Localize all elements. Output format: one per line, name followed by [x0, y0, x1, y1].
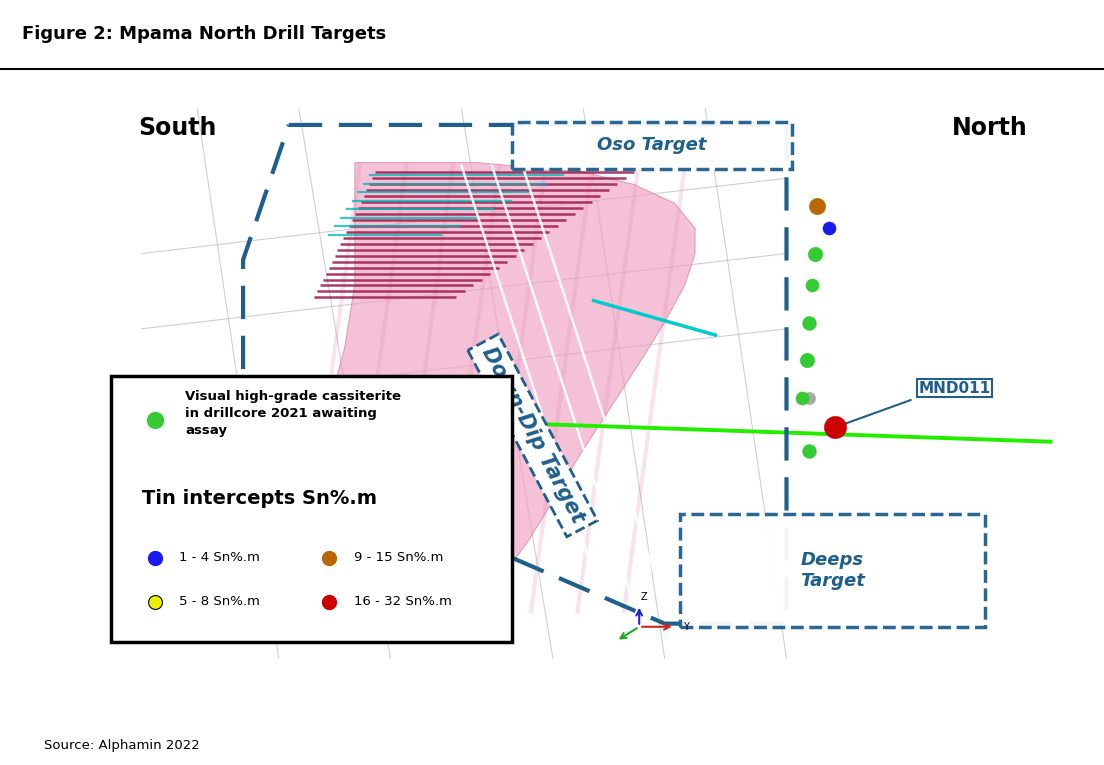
Text: MND011: MND011 — [919, 381, 990, 396]
Point — [320, 552, 338, 564]
Text: Source: Alphamin 2022: Source: Alphamin 2022 — [44, 740, 200, 752]
FancyBboxPatch shape — [512, 122, 792, 169]
Text: Tin intercepts Sn%.m: Tin intercepts Sn%.m — [141, 489, 376, 508]
Point — [803, 278, 820, 291]
Text: Down-Dip Target: Down-Dip Target — [478, 344, 587, 527]
Point — [800, 392, 818, 404]
Point — [800, 317, 818, 329]
Point — [146, 414, 163, 426]
Text: South: South — [138, 116, 216, 140]
Text: North: North — [952, 116, 1028, 140]
Text: 16 - 32 Sn%.m: 16 - 32 Sn%.m — [353, 595, 452, 608]
Point — [320, 595, 338, 607]
Point — [806, 247, 824, 259]
Point — [146, 552, 163, 564]
FancyBboxPatch shape — [680, 514, 985, 627]
Text: 1 - 4 Sn%.m: 1 - 4 Sn%.m — [179, 552, 259, 565]
Text: 5 - 8 Sn%.m: 5 - 8 Sn%.m — [179, 595, 259, 608]
Text: Deeps
Target: Deeps Target — [799, 551, 864, 590]
Text: Y: Y — [683, 622, 689, 632]
Text: Oso Target: Oso Target — [597, 136, 707, 155]
Point — [793, 392, 810, 404]
FancyBboxPatch shape — [112, 376, 512, 643]
Point — [827, 422, 845, 434]
Text: 9 - 15 Sn%.m: 9 - 15 Sn%.m — [353, 552, 443, 565]
Text: Visual high-grade cassiterite
in drillcore 2021 awaiting
assay: Visual high-grade cassiterite in drillco… — [185, 390, 401, 437]
Text: Z: Z — [641, 592, 648, 602]
Point — [808, 200, 826, 213]
Point — [820, 223, 838, 235]
Point — [798, 354, 816, 366]
Point — [800, 445, 818, 457]
Point — [146, 595, 163, 607]
Text: Figure 2: Mpama North Drill Targets: Figure 2: Mpama North Drill Targets — [22, 25, 386, 44]
Polygon shape — [309, 163, 696, 614]
